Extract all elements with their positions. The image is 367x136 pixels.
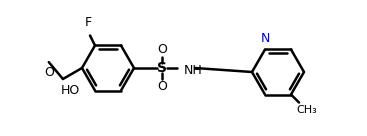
- Text: F: F: [84, 16, 91, 30]
- Text: N: N: [260, 33, 270, 45]
- Text: S: S: [157, 61, 167, 75]
- Text: CH₃: CH₃: [296, 105, 317, 115]
- Text: O: O: [157, 80, 167, 93]
- Text: HO: HO: [61, 84, 80, 97]
- Text: O: O: [44, 66, 54, 79]
- Text: NH: NH: [184, 64, 203, 76]
- Text: O: O: [157, 43, 167, 56]
